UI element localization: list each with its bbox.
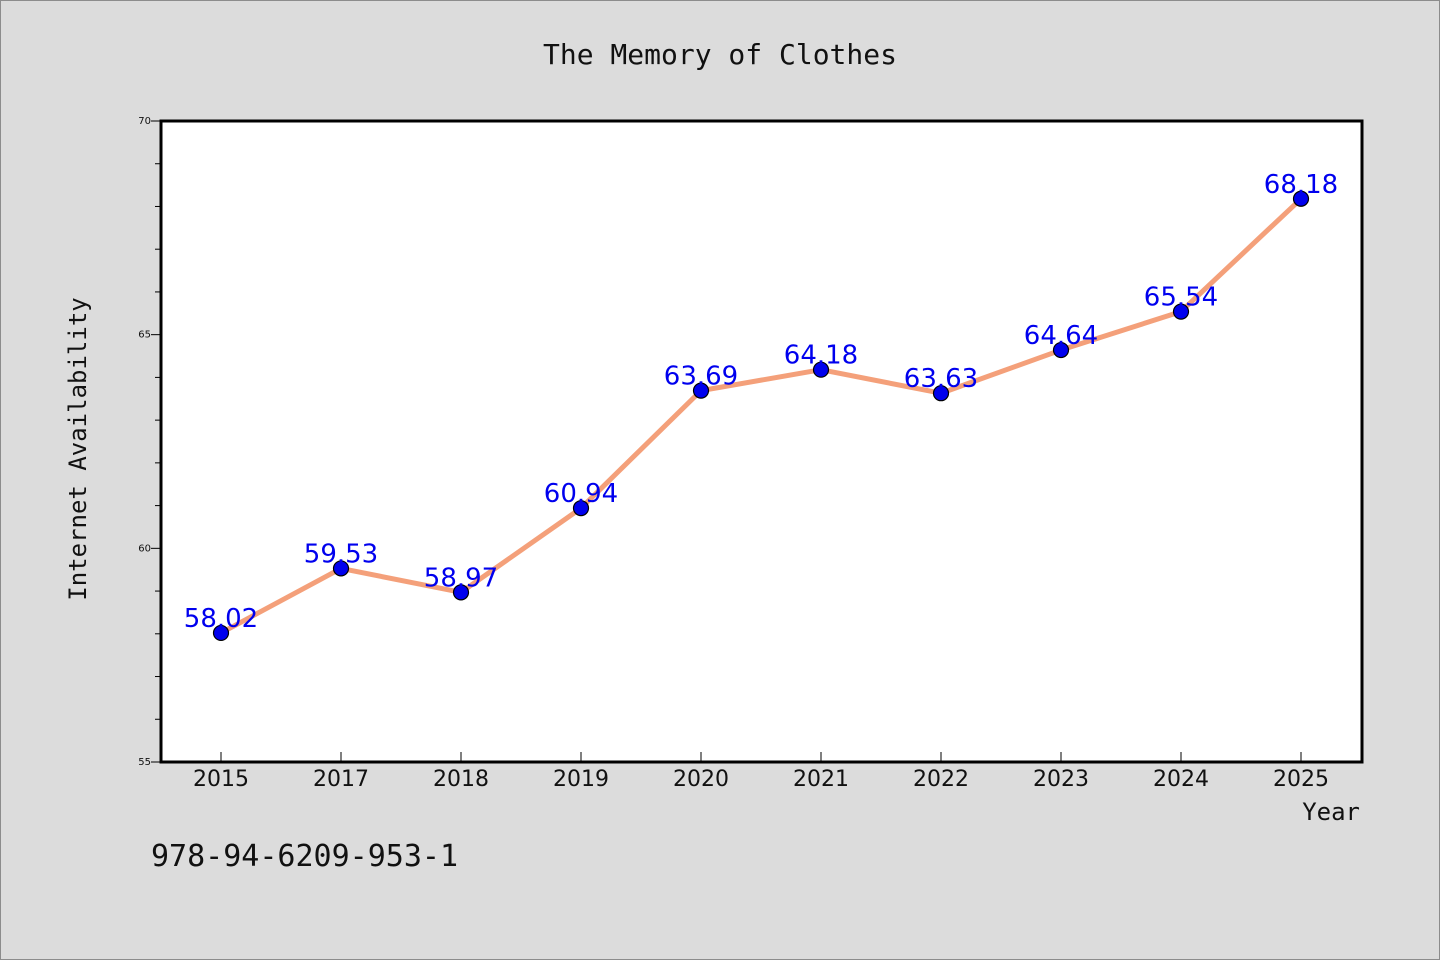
x-tick-label: 2018 [433, 767, 489, 792]
data-point [452, 584, 470, 601]
y-tick-label: 55 [138, 757, 151, 768]
chart-title: The Memory of Clothes [543, 38, 897, 71]
x-tick-label: 2019 [553, 767, 609, 792]
data-point [212, 624, 230, 642]
data-label: 59.53 [304, 539, 378, 569]
x-tick-label: 2015 [193, 767, 249, 792]
y-tick-label: 70 [138, 116, 151, 127]
data-label: 63.63 [904, 364, 978, 394]
y-axis-label: Internet Availability [64, 297, 92, 600]
x-tick-label: 2020 [673, 767, 729, 792]
x-tick-label: 2021 [793, 767, 849, 792]
y-tick-label: 65 [138, 330, 151, 341]
data-label: 60.94 [544, 479, 618, 509]
data-label: 63.69 [664, 362, 738, 392]
data-point [572, 500, 590, 517]
x-tick-label: 2017 [313, 767, 369, 792]
data-label: 65.54 [1144, 283, 1218, 313]
plot-area [159, 119, 1364, 764]
x-tick-label: 2023 [1033, 767, 1089, 792]
x-tick-label: 2024 [1153, 767, 1209, 792]
x-axis: 2015 2017 2018 2019 2020 2021 2022 2023 2024 2025 [193, 752, 1329, 792]
data-point [1052, 341, 1070, 359]
data-label: 68.18 [1264, 170, 1338, 200]
data-point [812, 361, 830, 378]
data-point [1172, 303, 1190, 320]
data-point [932, 385, 950, 402]
data-point [332, 560, 350, 577]
data-label: 58.02 [184, 604, 258, 634]
y-axis: 55 60 65 70 [138, 116, 161, 768]
x-tick-label: 2025 [1273, 767, 1329, 792]
data-labels: 58.02 59.53 58.97 60.94 63.69 64.18 63.63 64.64… [184, 170, 1338, 634]
data-label: 58.97 [424, 563, 498, 593]
data-label: 64.18 [784, 341, 858, 371]
data-points [212, 190, 1310, 642]
x-tick-label: 2022 [913, 767, 969, 792]
data-label: 64.64 [1024, 321, 1098, 351]
isbn-text: 978-94-6209-953-1 [151, 839, 458, 874]
data-point [1292, 190, 1310, 207]
series-line [218, 196, 1304, 636]
series-line-group [218, 196, 1304, 636]
y-tick-label: 60 [138, 543, 151, 554]
data-point [692, 382, 710, 399]
x-axis-label: Year [1302, 798, 1360, 826]
